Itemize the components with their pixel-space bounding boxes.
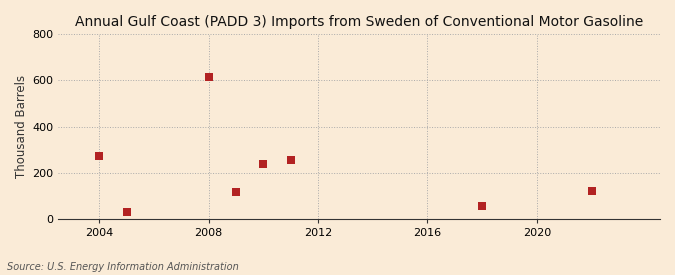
Point (286, 158, 296, 162)
Point (121, 210, 132, 214)
Point (586, 189, 597, 194)
Point (203, 75, 214, 79)
Point (94, 153, 105, 158)
Point (231, 190, 242, 195)
Y-axis label: Thousand Barrels: Thousand Barrels (15, 75, 28, 178)
Text: Source: U.S. Energy Information Administration: Source: U.S. Energy Information Administ… (7, 262, 238, 272)
Point (258, 161, 269, 166)
Point (477, 204, 487, 208)
Title: Annual Gulf Coast (PADD 3) Imports from Sweden of Conventional Motor Gasoline: Annual Gulf Coast (PADD 3) Imports from … (75, 15, 643, 29)
